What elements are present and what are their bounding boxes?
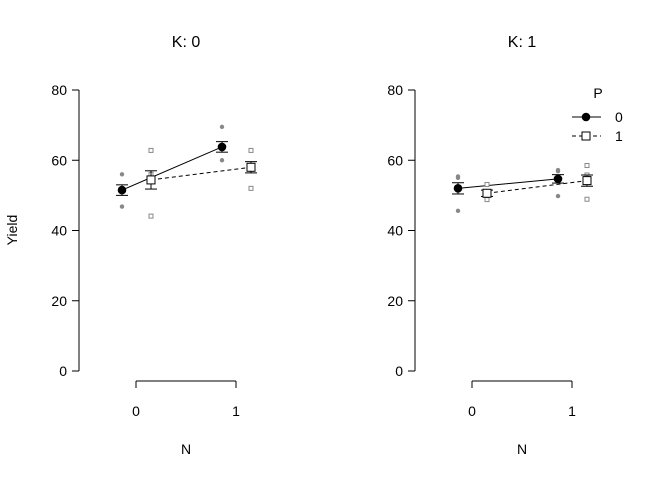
y-tick-label: 0	[59, 363, 67, 379]
x-axis-label-k1: N	[517, 441, 527, 457]
legend-label-p1: 1	[615, 128, 623, 144]
legend-marker-p1	[581, 131, 591, 141]
raw-point	[148, 213, 154, 219]
y-tick-label: 60	[387, 152, 403, 168]
x-axis-label-k0: N	[181, 441, 191, 457]
mean-point	[217, 142, 227, 152]
plot-area-k0	[116, 124, 257, 219]
raw-point	[584, 163, 590, 169]
raw-point	[148, 147, 154, 153]
series-line	[486, 180, 588, 194]
raw-point	[248, 185, 254, 191]
legend-title: P	[593, 85, 602, 101]
legend: P 0 1	[572, 85, 623, 144]
mean-point	[146, 175, 156, 185]
y-axis-k0: 0 20 40 60 80	[51, 82, 80, 379]
raw-point	[455, 174, 461, 179]
y-tick-label: 20	[51, 293, 67, 309]
raw-point	[219, 124, 225, 130]
series-line	[457, 178, 559, 189]
raw-point	[484, 181, 490, 187]
panel-title-k0: K: 0	[172, 34, 201, 51]
x-tick-label: 1	[568, 403, 576, 419]
y-tick-label: 40	[387, 223, 403, 239]
mean-point	[553, 174, 563, 184]
raw-point	[219, 158, 225, 163]
y-axis-label: Yield	[4, 215, 20, 246]
mean-point	[117, 185, 127, 195]
y-tick-label: 0	[395, 363, 403, 379]
raw-point	[555, 193, 561, 199]
panel-title-k1: K: 1	[508, 34, 537, 51]
y-tick-label: 60	[51, 152, 67, 168]
raw-point	[584, 196, 590, 202]
mean-point	[482, 188, 492, 198]
series-line	[150, 166, 252, 181]
raw-point	[119, 204, 125, 209]
mean-point	[246, 162, 256, 172]
raw-point	[455, 208, 461, 214]
raw-point	[555, 167, 561, 173]
legend-marker-p0	[581, 112, 591, 122]
raw-point	[248, 147, 254, 153]
x-tick-label: 1	[232, 403, 240, 419]
raw-point	[119, 172, 125, 177]
y-tick-label: 40	[51, 223, 67, 239]
y-tick-label: 80	[51, 82, 67, 98]
legend-label-p0: 0	[615, 109, 623, 125]
series-line	[121, 146, 223, 191]
y-tick-label: 80	[387, 82, 403, 98]
x-tick-label: 0	[132, 403, 140, 419]
x-tick-label: 0	[468, 403, 476, 419]
y-tick-label: 20	[387, 293, 403, 309]
mean-point	[453, 184, 463, 193]
raw-point	[484, 197, 490, 203]
mean-point	[582, 176, 592, 186]
y-axis-k1: 0 20 40 60 80	[387, 82, 416, 379]
plot-area-k1	[452, 163, 593, 214]
